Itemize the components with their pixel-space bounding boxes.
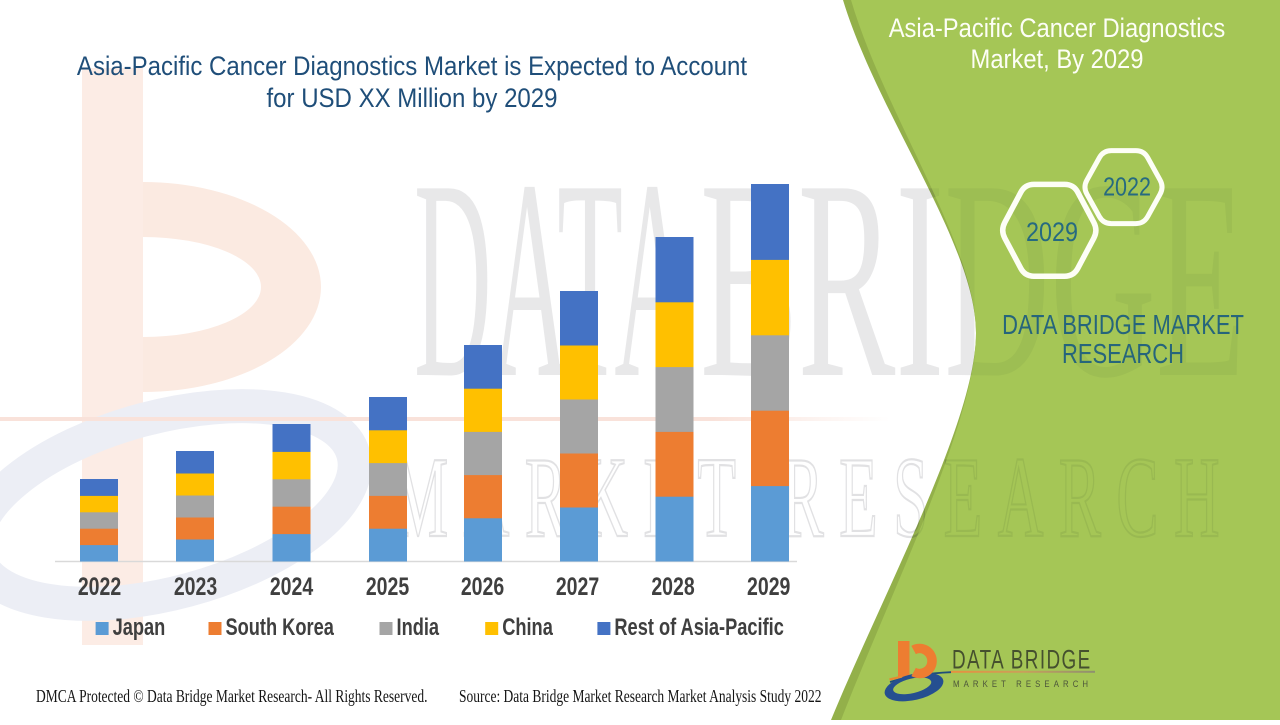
svg-text:DATA: DATA xyxy=(414,121,692,437)
svg-text:2029: 2029 xyxy=(747,573,790,601)
svg-text:DATA BRIDGE: DATA BRIDGE xyxy=(952,644,1092,674)
svg-text:RESEARCH: RESEARCH xyxy=(1062,339,1184,370)
svg-text:Source: Data Bridge Market Res: Source: Data Bridge Market Research Mark… xyxy=(459,687,822,706)
svg-text:India: India xyxy=(397,614,440,641)
svg-text:Rest of Asia-Pacific: Rest of Asia-Pacific xyxy=(614,614,784,641)
svg-text:DMCA Protected © Data Bridge M: DMCA Protected © Data Bridge Market Rese… xyxy=(36,687,427,706)
svg-text:Japan: Japan xyxy=(113,614,166,641)
svg-text:MARKET RESEARCH: MARKET RESEARCH xyxy=(953,678,1092,689)
svg-text:China: China xyxy=(502,614,553,641)
svg-text:Market, By 2029: Market, By 2029 xyxy=(971,45,1144,75)
svg-text:2024: 2024 xyxy=(270,573,314,601)
svg-text:Asia-Pacific Cancer Diagnostic: Asia-Pacific Cancer Diagnostics Market i… xyxy=(77,52,747,82)
svg-text:2022: 2022 xyxy=(78,573,121,601)
svg-text:2025: 2025 xyxy=(366,573,409,601)
svg-text:2027: 2027 xyxy=(556,573,599,601)
svg-text:DATA BRIDGE MARKET: DATA BRIDGE MARKET xyxy=(1002,310,1244,341)
svg-text:2022: 2022 xyxy=(1103,174,1151,202)
svg-text:South Korea: South Korea xyxy=(226,614,334,641)
svg-text:for USD XX Million by 2029: for USD XX Million by 2029 xyxy=(266,84,557,114)
svg-text:2023: 2023 xyxy=(174,573,217,601)
svg-text:Asia-Pacific Cancer Diagnostic: Asia-Pacific Cancer Diagnostics xyxy=(889,14,1226,44)
svg-text:2026: 2026 xyxy=(461,573,504,601)
svg-text:2029: 2029 xyxy=(1026,217,1078,247)
svg-text:2028: 2028 xyxy=(651,573,694,601)
